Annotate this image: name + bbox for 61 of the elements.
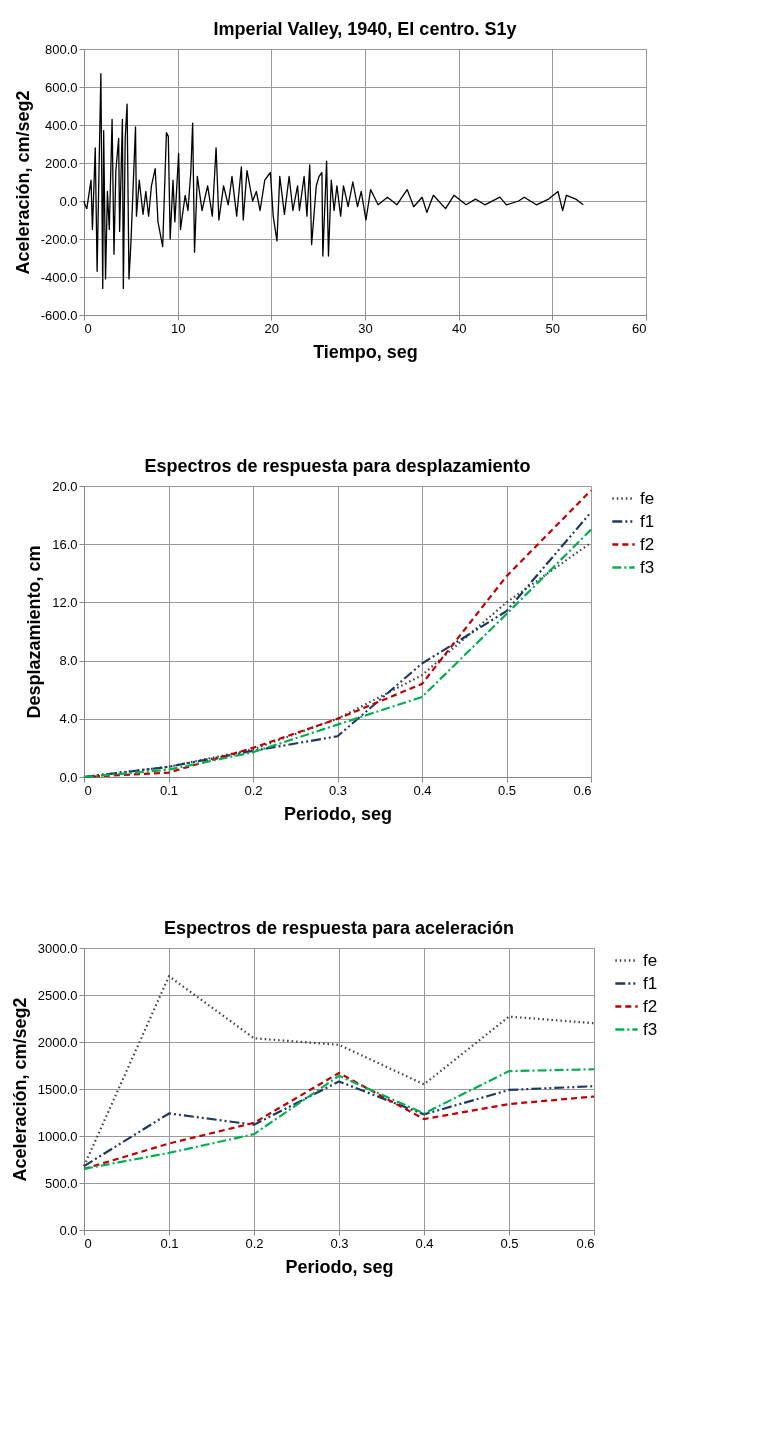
x-axis-title: Tiempo, seg bbox=[313, 341, 418, 362]
x-tick-label: 0 bbox=[84, 782, 92, 798]
y-tick-label: 16.0 bbox=[52, 536, 78, 552]
y-axis-title: Aceleración, cm/seg2 bbox=[9, 997, 30, 1182]
x-tick-label: 0.6 bbox=[576, 1235, 595, 1251]
x-tick-label: 0.5 bbox=[497, 782, 517, 798]
line-series bbox=[83, 73, 584, 290]
x-tick-label: 10 bbox=[170, 320, 186, 336]
legend-label: f1 bbox=[643, 973, 658, 993]
chart-title: Espectros de respuesta para aceleración bbox=[163, 918, 515, 938]
y-tick-label: 1500.0 bbox=[37, 1081, 78, 1097]
chart-title: Espectros de respuesta para desplazamiento bbox=[144, 456, 531, 476]
legend-label: fe bbox=[640, 488, 655, 508]
x-tick-label: 0.4 bbox=[413, 782, 432, 798]
y-tick-label: -600.0 bbox=[40, 307, 78, 323]
legend-label: f2 bbox=[643, 996, 658, 1016]
y-tick-label: 800.0 bbox=[44, 41, 78, 57]
y-tick-label: 0.0 bbox=[59, 769, 78, 785]
y-tick-label: 0.0 bbox=[59, 193, 78, 209]
x-tick-label: 40 bbox=[451, 320, 467, 336]
y-tick-label: 3000.0 bbox=[37, 940, 78, 956]
y-tick-label: 400.0 bbox=[44, 117, 78, 133]
y-tick-label: 8.0 bbox=[59, 653, 78, 669]
y-tick-label: 500.0 bbox=[44, 1175, 78, 1191]
x-axis-title: Periodo, seg bbox=[283, 803, 393, 824]
x-tick-label: 0.1 bbox=[160, 1235, 179, 1251]
x-tick-label: 0.2 bbox=[245, 1235, 264, 1251]
y-tick-label: -400.0 bbox=[40, 269, 78, 285]
y-tick-label: 12.0 bbox=[52, 594, 78, 610]
y-tick-label: 1000.0 bbox=[37, 1128, 78, 1144]
y-tick-label: 2000.0 bbox=[37, 1034, 78, 1050]
y-axis-title: Desplazamiento, cm bbox=[24, 545, 45, 719]
x-tick-label: 20 bbox=[264, 320, 280, 336]
x-tick-label: 30 bbox=[358, 320, 373, 336]
y-tick-label: 200.0 bbox=[44, 155, 78, 171]
chart-title: Imperial Valley, 1940, El centro. S1y bbox=[213, 19, 517, 39]
x-tick-label: 0.6 bbox=[573, 782, 592, 798]
y-tick-label: 4.0 bbox=[59, 711, 78, 727]
x-tick-label: 0.5 bbox=[500, 1235, 519, 1251]
y-tick-label: 2500.0 bbox=[37, 987, 78, 1003]
x-axis-title: Periodo, seg bbox=[285, 1256, 394, 1277]
y-axis-title: Aceleración, cm/seg2 bbox=[12, 90, 33, 275]
y-tick-label: 600.0 bbox=[44, 79, 78, 95]
y-tick-label: 20.0 bbox=[52, 478, 78, 494]
x-tick-label: 60 bbox=[632, 320, 647, 336]
x-tick-label: 0 bbox=[84, 1235, 92, 1251]
x-tick-label: 0 bbox=[84, 320, 92, 336]
line-series bbox=[82, 975, 596, 1168]
y-tick-label: -200.0 bbox=[40, 231, 78, 247]
legend-label: f3 bbox=[640, 557, 655, 577]
x-tick-label: 50 bbox=[545, 320, 561, 336]
legend-label: f2 bbox=[640, 534, 655, 554]
x-tick-label: 0.3 bbox=[330, 1235, 349, 1251]
x-tick-label: 0.3 bbox=[328, 782, 348, 798]
x-tick-label: 0.4 bbox=[415, 1235, 434, 1251]
y-tick-label: 0.0 bbox=[59, 1222, 78, 1238]
legend-label: fe bbox=[643, 950, 658, 970]
legend-label: f1 bbox=[640, 511, 655, 531]
x-tick-label: 0.1 bbox=[159, 782, 179, 798]
x-tick-label: 0.2 bbox=[244, 782, 263, 798]
legend-label: f3 bbox=[643, 1019, 658, 1039]
